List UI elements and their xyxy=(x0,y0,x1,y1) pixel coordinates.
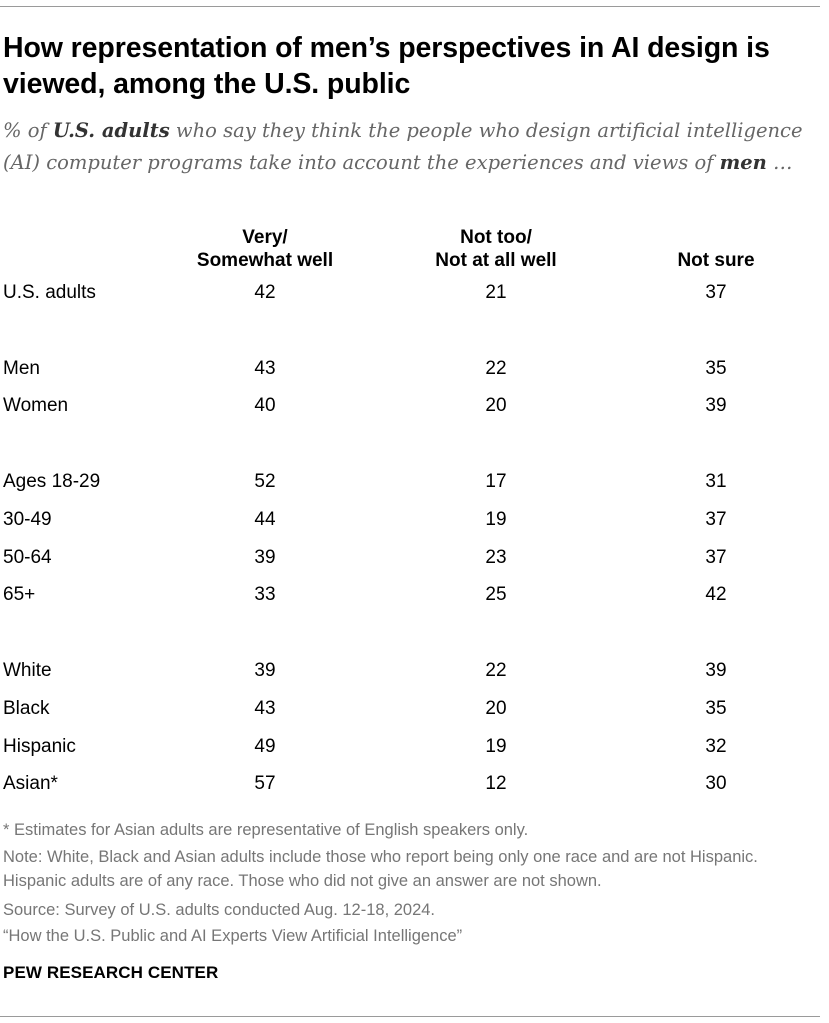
table-cell-col-1: 42 xyxy=(254,282,276,303)
row-label: Hispanic xyxy=(3,735,76,757)
column-header-2-line1: Not too/ xyxy=(460,227,532,248)
column-header-1-line2: Somewhat well xyxy=(196,250,334,271)
table-cell-col-3: 35 xyxy=(705,357,727,379)
table-cell-col-3: 31 xyxy=(705,471,727,492)
row-label: 50-64 xyxy=(3,546,52,568)
table-cell-col-2: 19 xyxy=(485,508,507,530)
table-cell-col-2: 17 xyxy=(485,471,507,492)
table-cell-col-3: 42 xyxy=(705,584,727,606)
table-cell-col-3: 39 xyxy=(705,660,727,681)
table-cell-col-1: 44 xyxy=(254,508,276,530)
table-cell-col-1: 33 xyxy=(254,584,276,606)
column-header-3-line2: Not sure xyxy=(677,250,755,271)
column-header-2-line2: Not at all well xyxy=(435,250,557,271)
table-cell-col-2: 22 xyxy=(485,660,507,681)
table-cell-col-1: 57 xyxy=(254,773,276,795)
row-label: Asian* xyxy=(3,773,58,795)
table-cell-col-2: 20 xyxy=(485,395,507,417)
top-rule xyxy=(0,6,820,7)
table-cell-col-1: 39 xyxy=(254,660,276,681)
note-text: Note: White, Black and Asian adults incl… xyxy=(3,848,758,890)
subtitle-part-3: … xyxy=(766,150,793,174)
table-cell-col-2: 25 xyxy=(485,584,507,606)
chart-title: How representation of men’s perspectives… xyxy=(3,32,770,100)
asterisk-note: * Estimates for Asian adults are represe… xyxy=(3,821,529,839)
table-cell-col-2: 22 xyxy=(485,357,507,379)
table-cell-col-1: 40 xyxy=(254,395,276,417)
table-cell-col-3: 32 xyxy=(705,735,727,757)
subtitle-part-2: who say they think the people who design… xyxy=(3,119,803,174)
pew-logo-text: PEW RESEARCH CENTER xyxy=(3,963,219,982)
table-cell-col-2: 23 xyxy=(485,546,507,568)
row-label: 65+ xyxy=(3,584,36,606)
table-cell-col-1: 43 xyxy=(254,357,276,379)
row-label: White xyxy=(3,660,52,681)
table-cell-col-3: 39 xyxy=(705,395,727,417)
table-cell-col-3: 37 xyxy=(705,546,727,568)
column-header-1-line1: Very/ xyxy=(242,227,288,248)
table-cell-col-2: 21 xyxy=(485,282,507,303)
row-label: Women xyxy=(3,395,69,417)
subtitle-part-1: % of xyxy=(3,119,53,142)
row-label: Ages 18-29 xyxy=(3,471,101,492)
table-cell-col-2: 20 xyxy=(485,697,507,719)
table-cell-col-2: 12 xyxy=(485,773,507,795)
table-cell-col-3: 35 xyxy=(705,697,727,719)
table-cell-col-2: 19 xyxy=(485,735,507,757)
table-cell-col-3: 30 xyxy=(705,773,727,795)
row-label: Black xyxy=(3,697,50,719)
source-text: Source: Survey of U.S. adults conducted … xyxy=(3,901,436,919)
table-cell-col-1: 52 xyxy=(254,471,276,492)
row-label: 30-49 xyxy=(3,508,52,530)
table-cell-col-1: 49 xyxy=(254,735,276,757)
row-label: U.S. adults xyxy=(3,282,96,303)
report-title: “How the U.S. Public and AI Experts View… xyxy=(3,927,463,945)
bottom-rule xyxy=(0,1016,820,1017)
table-cell-col-3: 37 xyxy=(705,282,727,303)
row-label: Men xyxy=(3,357,40,379)
subtitle-bold-2: men xyxy=(719,150,767,174)
subtitle-bold-1: U.S. adults xyxy=(52,119,170,142)
table-cell-col-1: 43 xyxy=(254,697,276,719)
table-cell-col-1: 39 xyxy=(254,546,276,568)
chart-subtitle: % of U.S. adults who say they think the … xyxy=(3,115,818,178)
table-cell-col-3: 37 xyxy=(705,508,727,530)
